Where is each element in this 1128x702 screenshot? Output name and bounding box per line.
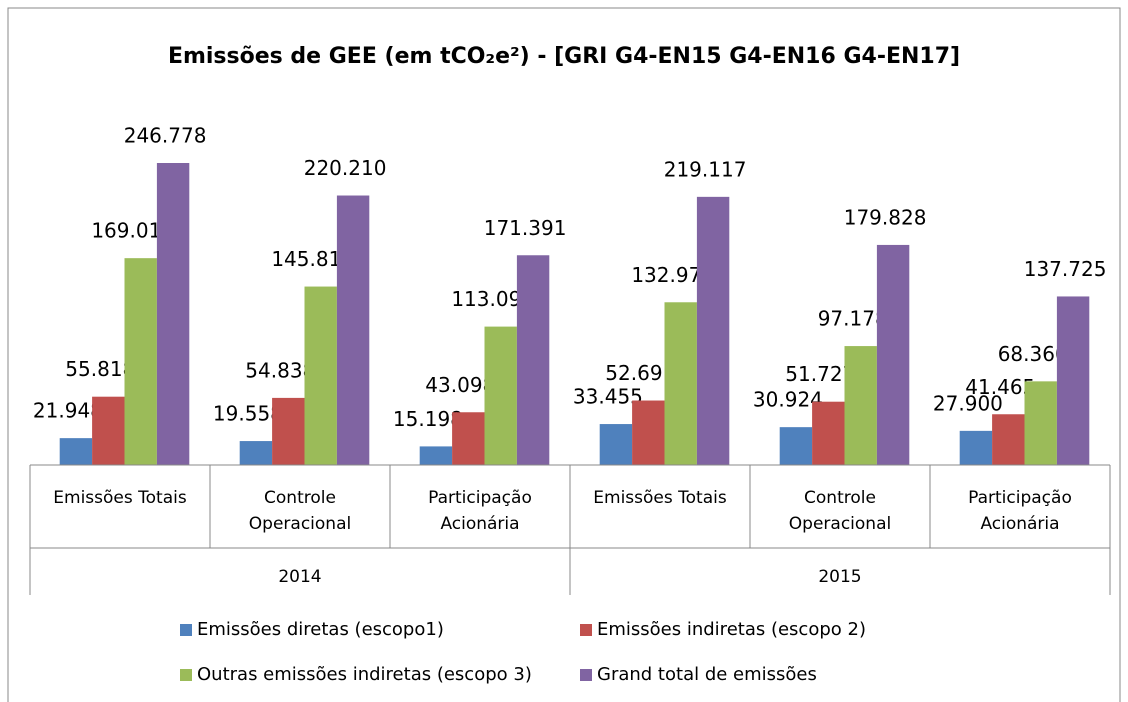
bar — [419, 446, 453, 465]
bar — [336, 195, 370, 465]
group-label: 2014 — [278, 567, 322, 587]
bar — [696, 196, 730, 465]
bar — [452, 412, 485, 465]
x-tick-label: Emissões Totais — [593, 488, 727, 508]
bar — [304, 286, 337, 465]
bar — [239, 441, 273, 465]
bar — [124, 258, 157, 465]
group-label: 2015 — [818, 567, 862, 587]
chart-title: Emissões de GEE (em tCO₂e²) - [GRI G4-EN… — [168, 44, 960, 69]
bar — [844, 346, 877, 465]
bar — [92, 396, 125, 465]
data-label: 137.725 — [1024, 257, 1107, 281]
bar — [959, 430, 993, 465]
bar — [632, 400, 665, 465]
data-label: 19.558 — [213, 402, 283, 426]
bar — [484, 326, 517, 465]
data-label: 43.098 — [425, 373, 495, 397]
bar — [599, 424, 633, 465]
bar — [272, 397, 305, 465]
legend-label: Outras emissões indiretas (escopo 3) — [197, 664, 532, 685]
data-label: 220.210 — [304, 156, 387, 180]
data-label: 41.465 — [965, 375, 1035, 399]
data-label: 21.948 — [33, 399, 103, 423]
data-label: 33.455 — [573, 385, 643, 409]
legend-swatch — [180, 669, 192, 681]
data-label: 15.198 — [393, 407, 463, 431]
bar — [1056, 296, 1090, 465]
bar — [779, 427, 813, 465]
bar — [992, 414, 1025, 465]
data-label: 51.727 — [785, 362, 855, 386]
data-label: 27.900 — [933, 391, 1003, 415]
data-label: 54.838 — [245, 358, 315, 382]
data-label: 246.778 — [124, 124, 207, 148]
legend-label: Emissões indiretas (escopo 2) — [597, 619, 866, 640]
x-tick-label: Participação Acionária — [968, 488, 1072, 534]
x-tick-label: Participação Acionária — [428, 488, 532, 534]
x-tick-label: Controle Operacional — [788, 488, 892, 534]
data-label: 179.828 — [844, 205, 927, 229]
bar — [664, 302, 697, 465]
legend-swatch — [180, 624, 192, 636]
data-label: 30.924 — [753, 388, 823, 412]
bar — [812, 401, 845, 465]
data-label: 97.178 — [818, 307, 888, 331]
data-label: 52.691 — [605, 361, 675, 385]
bar — [156, 163, 190, 465]
legend-swatch — [580, 624, 592, 636]
data-label: 171.391 — [484, 216, 567, 240]
bar — [59, 438, 93, 465]
x-tick-label: Controle Operacional — [248, 488, 352, 534]
legend-label: Grand total de emissões — [597, 664, 817, 685]
data-label: 55.818 — [65, 357, 135, 381]
legend-swatch — [580, 669, 592, 681]
bar — [516, 255, 550, 465]
bar — [876, 244, 910, 465]
bar — [1024, 381, 1057, 465]
data-label: 68.360 — [998, 342, 1068, 366]
legend-label: Emissões diretas (escopo1) — [197, 619, 444, 640]
chart-border — [7, 7, 1121, 702]
x-tick-label: Emissões Totais — [53, 488, 187, 508]
data-label: 219.117 — [664, 157, 747, 181]
